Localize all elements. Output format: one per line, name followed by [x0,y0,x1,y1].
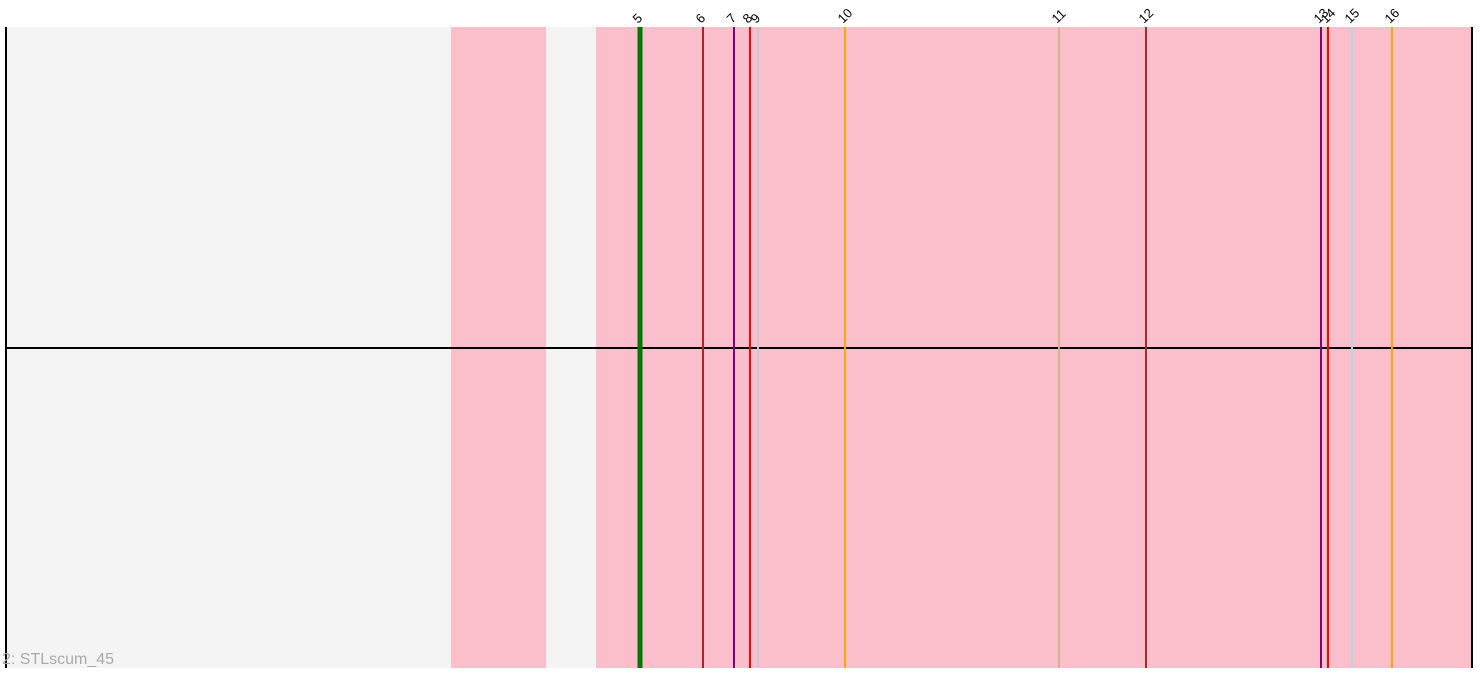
marker-label-11: 11 [1049,6,1069,26]
marker-label-10: 10 [835,5,856,26]
marker-label-15: 15 [1342,5,1363,26]
marker-label-12: 12 [1136,5,1157,26]
marker-label-7: 7 [724,10,740,26]
track-name-label: 2: STLscum_45 [2,651,115,668]
marker-label-5: 5 [630,10,646,26]
marker-label-6: 6 [693,10,709,26]
marker-label-16: 16 [1382,5,1403,26]
variant-markers-layer [637,27,1393,668]
track-axis-layer [5,27,1473,668]
